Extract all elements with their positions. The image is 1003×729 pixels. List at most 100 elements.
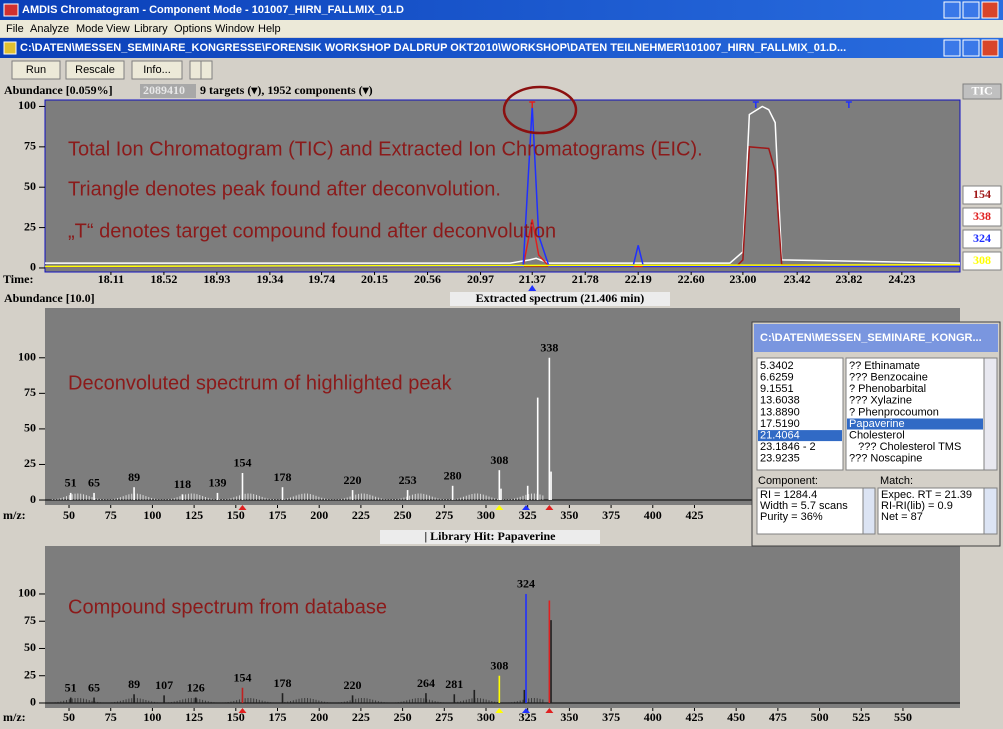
y-tick-label: 100 (18, 586, 36, 600)
component-time[interactable]: 13.8890 (760, 406, 800, 418)
menu-item[interactable]: Help (258, 23, 281, 35)
x-tick-label: 350 (560, 710, 578, 724)
component-time[interactable]: 6.6259 (760, 372, 794, 384)
menu-item[interactable]: File (6, 23, 24, 35)
component-time[interactable]: 23.9235 (760, 453, 800, 465)
component-name[interactable]: ??? Noscapine (849, 453, 922, 465)
ion-marker (495, 708, 504, 713)
x-tick-label: 425 (685, 710, 703, 724)
x-tick-label: 550 (894, 710, 912, 724)
x-tick-label: 175 (269, 710, 287, 724)
x-tick-label: 100 (143, 508, 161, 522)
component-name[interactable]: ? Phenobarbital (849, 383, 926, 395)
legend-box[interactable] (962, 185, 1002, 205)
scroll-right-button[interactable] (200, 60, 213, 80)
component-label: Component: (758, 475, 818, 487)
spectrum-plot (45, 546, 960, 708)
component-time[interactable]: 23.1846 - 2 (760, 441, 816, 453)
x-tick-label: 125 (185, 710, 203, 724)
window-max-button[interactable] (962, 1, 980, 19)
peak-label: 253 (399, 473, 417, 487)
x-tick-label: 475 (769, 710, 787, 724)
y-tick-label: 50 (24, 179, 36, 193)
component-name[interactable]: ??? Xylazine (849, 395, 912, 407)
component-name[interactable]: ??? Benzocaine (849, 372, 928, 384)
legend-label[interactable]: 338 (973, 209, 991, 223)
menu-item[interactable]: Window (215, 23, 254, 35)
component-time[interactable]: 5.3402 (760, 360, 794, 372)
x-tick-label: 18.52 (150, 272, 177, 286)
match-scroll[interactable] (983, 487, 998, 535)
window-max-button[interactable] (962, 39, 980, 57)
tic-plot (44, 99, 961, 273)
menu-bar (0, 20, 1003, 37)
x-tick-label: 325 (519, 508, 537, 522)
toolbar-button-label[interactable]: Info... (143, 64, 171, 76)
component-time[interactable]: 13.6038 (760, 395, 800, 407)
x-tick-label: 19.34 (256, 272, 283, 286)
y-tick-label: 25 (24, 667, 36, 681)
annotation: Triangle denotes peak found after deconv… (68, 178, 501, 200)
component-name[interactable]: ??? Cholesterol TMS (849, 441, 961, 453)
legend-label[interactable]: TIC (971, 83, 992, 97)
legend-label[interactable]: 154 (973, 187, 991, 201)
deconvolution-triangle (528, 285, 537, 291)
x-tick-label: 20.56 (414, 272, 441, 286)
x-tick-label: 200 (310, 508, 328, 522)
tic-header (0, 83, 1003, 99)
peak-label: 107 (155, 678, 173, 692)
window-min-button[interactable] (943, 1, 961, 19)
x-tick-label: 425 (685, 508, 703, 522)
x-tick-label: 525 (852, 710, 870, 724)
selected-row (758, 430, 842, 442)
component-time[interactable]: 21.4064 (760, 430, 800, 442)
scroll-left-button[interactable] (189, 60, 202, 80)
toolbar-button[interactable] (11, 60, 61, 80)
target-marker (845, 101, 852, 108)
peak-label: 51 (65, 680, 77, 694)
toolbar-button-label[interactable]: Run (26, 64, 46, 76)
component-box (756, 487, 864, 535)
component-name[interactable]: Cholesterol (849, 430, 905, 442)
toolbar-button-label[interactable]: Rescale (75, 64, 115, 76)
menu-item[interactable]: View (106, 23, 130, 35)
toolbar-button[interactable] (131, 60, 183, 80)
legend-label[interactable]: 308 (973, 253, 991, 267)
legend-box[interactable] (962, 83, 1002, 100)
peak-label: 89 (128, 677, 140, 691)
window-min-button[interactable] (943, 39, 961, 57)
match-label: Match: (880, 475, 913, 487)
component-name[interactable]: ?? Ethinamate (849, 360, 920, 372)
menu-item[interactable]: Options (174, 23, 212, 35)
tic-summary: 9 targets (▾), 1952 components (▾) (200, 83, 373, 97)
y-tick-label: 100 (18, 98, 36, 112)
list-scrollbar[interactable] (983, 357, 998, 471)
x-tick-label: 200 (310, 710, 328, 724)
toolbar-button[interactable] (65, 60, 125, 80)
menu-item[interactable]: Mode (76, 23, 104, 35)
menu-item[interactable]: Analyze (30, 23, 69, 35)
legend-box[interactable] (962, 251, 1002, 271)
y-tick-label: 25 (24, 456, 36, 470)
app-icon (3, 3, 19, 17)
component-time[interactable]: 9.1551 (760, 383, 794, 395)
window-close-button[interactable] (981, 39, 999, 57)
spectrum-title: Extracted spectrum (21.406 min) (476, 291, 645, 305)
peak-label: 338 (540, 341, 558, 355)
peak-label: 178 (274, 676, 292, 690)
spectrum-title: | Library Hit: Papaverine (425, 529, 557, 543)
peak-label: 264 (417, 676, 435, 690)
match-info: Net = 87 (881, 511, 923, 523)
legend-box[interactable] (962, 229, 1002, 249)
component-time[interactable]: 17.5190 (760, 418, 800, 430)
component-name[interactable]: ? Phenprocoumon (849, 406, 939, 418)
x-tick-label: 23.00 (729, 272, 756, 286)
menu-item[interactable]: Library (134, 23, 168, 35)
component-scroll[interactable] (862, 487, 876, 535)
component-name[interactable]: Papaverine (849, 418, 905, 430)
window-close-button[interactable] (981, 1, 999, 19)
legend-label[interactable]: 324 (973, 231, 991, 245)
x-tick-label: 500 (811, 710, 829, 724)
legend-box[interactable] (962, 207, 1002, 227)
